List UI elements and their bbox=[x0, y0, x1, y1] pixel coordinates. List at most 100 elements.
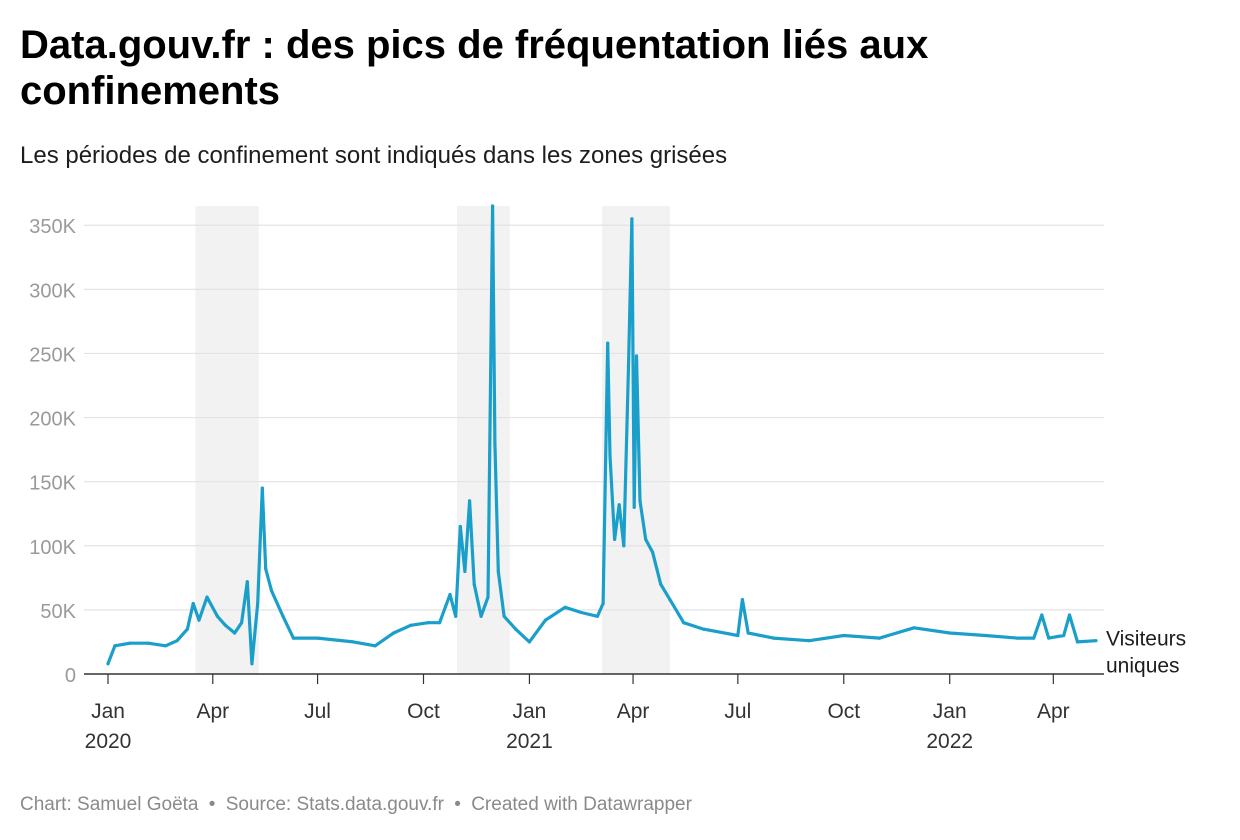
data-point bbox=[315, 636, 320, 640]
data-point bbox=[1016, 636, 1020, 640]
data-point bbox=[1040, 613, 1044, 617]
data-point bbox=[514, 627, 518, 631]
y-tick-label: 0 bbox=[65, 665, 76, 687]
data-point bbox=[638, 499, 642, 503]
data-point bbox=[502, 614, 506, 618]
data-point bbox=[912, 626, 916, 630]
data-point bbox=[613, 537, 617, 541]
series-label-text: Visiteurs uniques bbox=[1106, 628, 1186, 678]
series-lines bbox=[106, 204, 1098, 666]
x-tick-year-label: 2020 bbox=[85, 730, 132, 753]
data-point bbox=[601, 601, 605, 606]
data-point bbox=[458, 524, 462, 529]
source-note: Source: Stats.data.gouv.fr bbox=[225, 794, 444, 815]
x-tick-year-label: 2021 bbox=[506, 730, 553, 753]
data-point bbox=[373, 644, 377, 648]
data-point bbox=[260, 486, 264, 490]
x-tick-label: Jan bbox=[933, 700, 967, 723]
data-point bbox=[595, 614, 599, 618]
data-point bbox=[486, 595, 490, 599]
data-point bbox=[543, 618, 548, 622]
data-point bbox=[948, 631, 952, 635]
data-point bbox=[448, 592, 452, 597]
data-point bbox=[223, 623, 228, 627]
data-point bbox=[256, 601, 260, 606]
data-point bbox=[191, 601, 195, 606]
grid-lines bbox=[84, 224, 1104, 675]
data-point bbox=[579, 610, 583, 615]
data-point bbox=[472, 582, 476, 586]
data-point bbox=[608, 454, 612, 458]
data-point bbox=[426, 621, 430, 625]
data-point bbox=[185, 627, 190, 631]
data-point bbox=[983, 633, 988, 638]
data-point bbox=[163, 644, 168, 648]
chart-subtitle: Les périodes de confinement sont indiqué… bbox=[20, 142, 728, 169]
y-tick-label: 350K bbox=[29, 216, 76, 238]
data-point bbox=[771, 636, 776, 640]
data-point bbox=[496, 569, 500, 574]
data-point bbox=[438, 621, 442, 625]
x-tick-label: Oct bbox=[407, 700, 440, 723]
x-tick-label: Jul bbox=[724, 700, 751, 723]
data-point bbox=[634, 354, 639, 358]
data-point bbox=[807, 639, 811, 643]
data-point bbox=[205, 595, 209, 599]
data-point bbox=[146, 641, 150, 645]
chart-title: Data.gouv.fr : des pics de fréquentation… bbox=[20, 23, 929, 113]
x-tick-label: Jan bbox=[512, 700, 546, 723]
data-point bbox=[467, 499, 472, 503]
data-point bbox=[175, 639, 179, 643]
data-point bbox=[644, 537, 648, 541]
data-point bbox=[128, 641, 132, 645]
data-point bbox=[527, 640, 532, 644]
x-tick-label: Apr bbox=[196, 700, 229, 723]
data-point bbox=[1062, 633, 1066, 638]
data-point bbox=[215, 614, 219, 618]
data-point bbox=[106, 662, 110, 666]
y-tick-label: 300K bbox=[29, 280, 76, 302]
series-line-visiteurs-uniques bbox=[106, 204, 1098, 666]
data-point bbox=[1067, 613, 1072, 617]
data-point bbox=[877, 636, 882, 640]
y-tick-label: 150K bbox=[29, 473, 76, 495]
x-axis-ticks: Jan 2020 Apr Jul Oct Jan 2021 Apr Jul Oct Jan 2022 A… bbox=[85, 674, 1070, 753]
data-point bbox=[264, 567, 268, 571]
data-point bbox=[1094, 639, 1098, 643]
data-point bbox=[606, 341, 610, 345]
data-point bbox=[626, 364, 631, 368]
y-tick-label: 200K bbox=[29, 409, 76, 431]
data-point bbox=[842, 633, 846, 638]
footer-separator: • bbox=[208, 794, 216, 815]
data-point bbox=[617, 503, 621, 507]
x-tick-year-label: 2022 bbox=[926, 730, 973, 753]
series-label-line: uniques bbox=[1106, 655, 1180, 678]
data-point bbox=[746, 631, 750, 635]
lockdown-shaded-areas bbox=[195, 206, 670, 674]
x-tick-label: Oct bbox=[827, 700, 860, 723]
created-with-note: Created with Datawrapper bbox=[471, 794, 692, 815]
data-point bbox=[740, 598, 745, 602]
x-tick-label: Apr bbox=[1037, 700, 1070, 723]
data-point bbox=[630, 217, 634, 221]
data-point bbox=[563, 605, 567, 609]
data-point bbox=[409, 623, 413, 627]
y-tick-label: 50K bbox=[40, 601, 76, 623]
series-label: Visiteurs uniques bbox=[1106, 628, 1186, 678]
data-point bbox=[245, 580, 249, 584]
data-point bbox=[682, 621, 686, 625]
y-axis-tick-labels: 0 50K 100K 150K 200K 250K 300K 350K bbox=[29, 216, 76, 687]
data-point bbox=[291, 636, 295, 640]
x-tick-label: Jul bbox=[304, 700, 331, 723]
data-point bbox=[269, 589, 274, 593]
x-tick-label: Apr bbox=[617, 700, 650, 723]
data-point bbox=[701, 627, 705, 631]
data-point bbox=[351, 640, 355, 644]
data-point bbox=[239, 621, 244, 625]
data-point bbox=[632, 505, 636, 509]
data-point bbox=[622, 544, 626, 548]
data-point bbox=[391, 631, 396, 635]
data-point bbox=[233, 631, 237, 635]
data-point bbox=[454, 614, 458, 618]
